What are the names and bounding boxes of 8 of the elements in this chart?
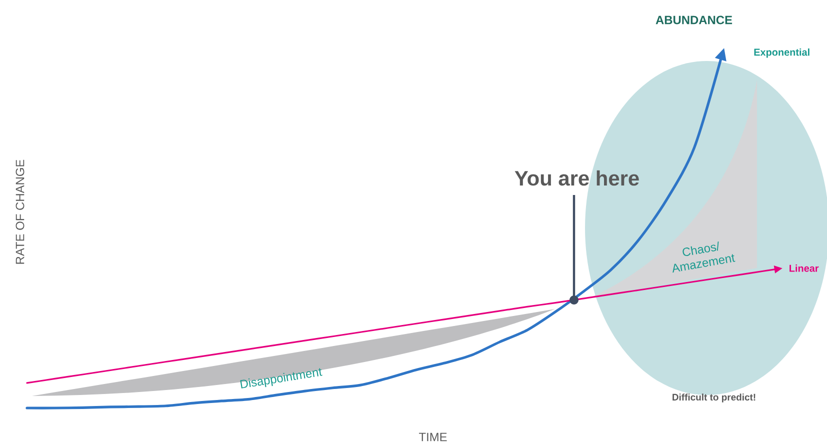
x-axis-title: TIME <box>418 432 447 442</box>
text: ABUNDANCE <box>656 16 732 24</box>
y-axis-title: RATE OF CHANGE <box>16 160 24 264</box>
annotation: Difficult to predict! <box>672 394 756 402</box>
annotation: Chaos/ Amazement <box>672 242 736 273</box>
series-label: Linear <box>790 264 819 272</box>
annotation: You are here <box>514 170 639 186</box>
text: Exponential <box>754 48 810 58</box>
